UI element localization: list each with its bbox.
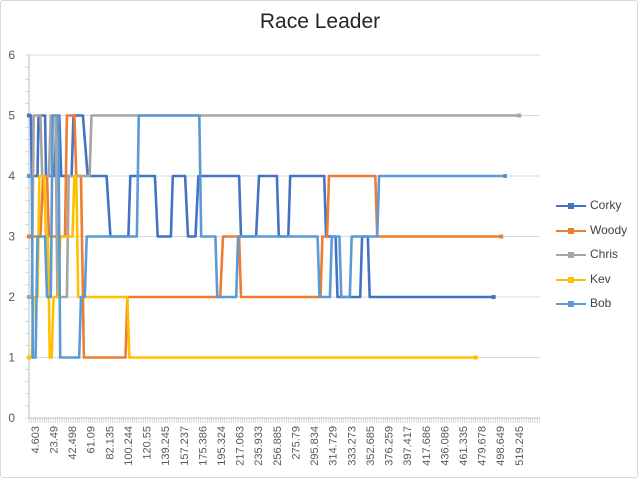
x-tick-label: 217.063 (235, 426, 247, 466)
x-tick-label: 352.685 (365, 426, 377, 466)
x-tick-label: 256.885 (272, 426, 284, 466)
legend-item-corky: Corky (556, 198, 636, 223)
x-tick-label: 175.386 (197, 426, 209, 466)
x-tick-label: 295.834 (309, 426, 321, 466)
series-marker-bob (27, 174, 31, 178)
legend-item-chris: Chris (556, 247, 636, 272)
legend-item-kev: Kev (556, 272, 636, 297)
legend-swatch (556, 300, 586, 308)
y-tick-label: 3 (8, 230, 15, 244)
legend-label: Woody (590, 222, 628, 237)
legend: Corky Woody Chris Kev Bob (556, 198, 636, 321)
x-tick-label: 82.135 (104, 426, 116, 460)
x-tick-label: 436.086 (439, 426, 451, 466)
legend-label: Corky (590, 198, 622, 212)
legend-marker (568, 227, 574, 234)
series-marker-woody (499, 234, 504, 239)
x-tick-label: 519.245 (514, 426, 526, 466)
legend-marker (568, 203, 574, 209)
series-marker-kev (473, 355, 478, 360)
legend-marker (568, 276, 574, 283)
legend-swatch (556, 251, 586, 259)
series-marker-woody (27, 234, 31, 239)
x-tick-label: 333.273 (346, 426, 358, 466)
legend-swatch (556, 276, 586, 284)
legend-swatch (556, 227, 586, 235)
x-tick-label: 376.259 (384, 426, 396, 466)
series-marker-chris (27, 295, 31, 299)
series-marker-kev (27, 355, 31, 360)
x-tick-label: 397.417 (402, 426, 414, 466)
x-tick-label: 100.244 (123, 426, 135, 466)
x-tick-label: 42.498 (67, 426, 79, 460)
chart-title: Race Leader (259, 10, 381, 33)
x-tick-label: 235.933 (253, 426, 265, 466)
legend-swatch (556, 202, 586, 210)
y-tick-label: 6 (8, 48, 15, 62)
series-marker-corky (27, 113, 31, 118)
series-marker-chris (517, 113, 522, 118)
x-tick-label: 417.686 (421, 426, 433, 466)
x-tick-label: 23.49 (48, 426, 60, 454)
y-tick-label: 0 (8, 411, 15, 425)
series-marker-bob (502, 174, 507, 178)
legend-item-bob: Bob (556, 296, 636, 321)
x-tick-label: 4.603 (30, 426, 42, 454)
x-tick-label: 275.79 (290, 426, 302, 460)
legend-label: Chris (590, 247, 619, 261)
x-tick-label: 120.55 (142, 426, 154, 460)
y-tick-label: 5 (8, 109, 15, 123)
x-tick-label: 139.245 (160, 426, 172, 466)
x-tick-label: 498.649 (495, 426, 507, 466)
x-tick-label: 461.335 (458, 426, 470, 466)
legend-marker (568, 252, 574, 258)
x-tick-label: 479.678 (477, 426, 489, 466)
y-tick-label: 2 (8, 290, 15, 304)
legend-label: Bob (590, 296, 612, 310)
x-tick-label: 195.324 (216, 426, 228, 466)
series-marker-corky (491, 295, 496, 299)
legend-item-woody: Woody (556, 223, 636, 248)
series-line-bob (29, 114, 505, 359)
y-tick-label: 1 (8, 351, 15, 365)
x-tick-label: 61.09 (86, 426, 98, 454)
series-line-corky (29, 114, 494, 299)
legend-marker (568, 301, 574, 307)
legend-label: Kev (590, 271, 611, 286)
series-line-woody (29, 114, 502, 359)
x-tick-label: 314.729 (328, 426, 340, 466)
series-line-kev (29, 174, 476, 359)
x-tick-label: 157.237 (179, 426, 191, 466)
series-line-chris (29, 114, 520, 299)
y-tick-label: 4 (8, 169, 15, 183)
